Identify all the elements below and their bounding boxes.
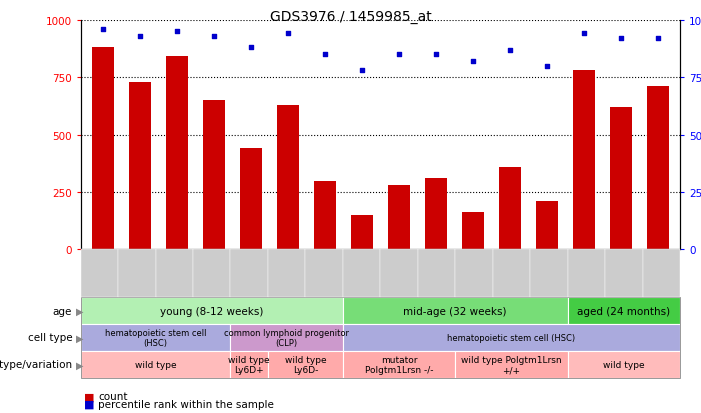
Point bbox=[245, 45, 257, 52]
Bar bbox=[425, 179, 447, 250]
Text: ▶: ▶ bbox=[76, 332, 83, 343]
Bar bbox=[129, 83, 151, 250]
Bar bbox=[350, 216, 373, 250]
Text: GDS3976 / 1459985_at: GDS3976 / 1459985_at bbox=[270, 10, 431, 24]
Point bbox=[467, 59, 478, 65]
Text: hematopoietic stem cell
(HSC): hematopoietic stem cell (HSC) bbox=[104, 328, 206, 347]
Text: ▶: ▶ bbox=[76, 306, 83, 316]
Text: wild type
Ly6D+: wild type Ly6D+ bbox=[229, 355, 270, 374]
Bar bbox=[388, 186, 410, 250]
Point bbox=[541, 63, 552, 70]
Text: young (8-12 weeks): young (8-12 weeks) bbox=[160, 306, 264, 316]
Text: percentile rank within the sample: percentile rank within the sample bbox=[98, 399, 274, 409]
Text: genotype/variation: genotype/variation bbox=[0, 359, 72, 370]
Bar bbox=[165, 57, 188, 250]
Bar bbox=[314, 181, 336, 250]
Bar bbox=[462, 212, 484, 250]
Text: wild type: wild type bbox=[135, 360, 177, 369]
Point bbox=[615, 36, 627, 42]
Point bbox=[171, 29, 182, 36]
Bar bbox=[610, 108, 632, 250]
Point bbox=[134, 33, 145, 40]
Text: age: age bbox=[53, 306, 72, 316]
Text: mid-age (32 weeks): mid-age (32 weeks) bbox=[404, 306, 507, 316]
Text: wild type
Ly6D-: wild type Ly6D- bbox=[285, 355, 326, 374]
Point bbox=[652, 36, 663, 42]
Bar bbox=[203, 101, 225, 250]
Point bbox=[430, 52, 442, 58]
Point bbox=[283, 31, 294, 38]
Point bbox=[578, 31, 590, 38]
Point bbox=[319, 52, 330, 58]
Text: hematopoietic stem cell (HSC): hematopoietic stem cell (HSC) bbox=[447, 333, 576, 342]
Bar bbox=[498, 167, 521, 250]
Text: ■: ■ bbox=[84, 392, 95, 401]
Text: cell type: cell type bbox=[27, 332, 72, 343]
Text: count: count bbox=[98, 392, 128, 401]
Text: mutator
Polgtm1Lrsn -/-: mutator Polgtm1Lrsn -/- bbox=[365, 355, 433, 374]
Bar bbox=[573, 71, 595, 250]
Bar bbox=[536, 202, 558, 250]
Text: wild type Polgtm1Lrsn
+/+: wild type Polgtm1Lrsn +/+ bbox=[461, 355, 562, 374]
Text: common lymphoid progenitor
(CLP): common lymphoid progenitor (CLP) bbox=[224, 328, 349, 347]
Point bbox=[97, 26, 109, 33]
Text: aged (24 months): aged (24 months) bbox=[577, 306, 670, 316]
Text: ▶: ▶ bbox=[76, 359, 83, 370]
Point bbox=[504, 47, 515, 54]
Point bbox=[356, 68, 367, 74]
Bar bbox=[647, 87, 669, 250]
Point bbox=[393, 52, 404, 58]
Text: ■: ■ bbox=[84, 399, 95, 409]
Bar bbox=[240, 149, 262, 250]
Bar bbox=[92, 48, 114, 250]
Bar bbox=[277, 105, 299, 250]
Text: wild type: wild type bbox=[603, 360, 645, 369]
Point bbox=[208, 33, 219, 40]
